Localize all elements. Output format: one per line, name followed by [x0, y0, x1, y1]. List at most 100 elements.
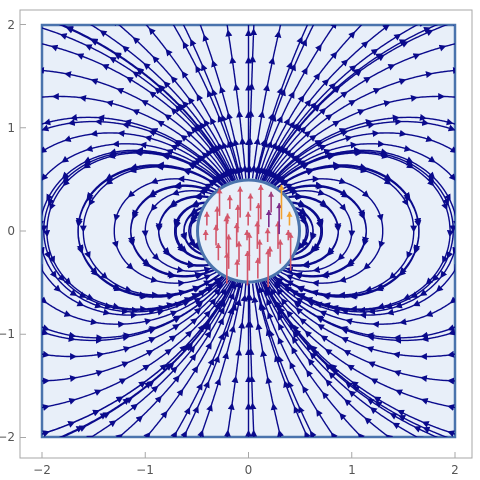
- stream-arrow: [122, 45, 130, 53]
- stream-arrow: [170, 144, 179, 152]
- stream-arrow: [222, 170, 230, 179]
- stream-arrow: [422, 426, 431, 434]
- stream-arrow: [401, 198, 409, 207]
- streamline: [251, 283, 282, 437]
- stream-arrow: [324, 363, 333, 371]
- stream-arrow: [287, 380, 294, 389]
- stream-arrow: [138, 381, 146, 388]
- stream-arrow: [312, 104, 321, 112]
- stream-arrow: [179, 345, 187, 353]
- inner-vector-head: [225, 234, 232, 240]
- stream-arrow: [412, 299, 421, 307]
- inner-vector-head: [286, 211, 293, 217]
- inner-vector-head: [276, 203, 283, 209]
- stream-arrow: [165, 48, 173, 57]
- stream-arrow: [116, 88, 125, 95]
- stream-arrow: [187, 163, 196, 170]
- stream-arrow: [266, 298, 273, 306]
- stream-arrow: [203, 183, 212, 191]
- stream-arrow: [218, 299, 226, 308]
- stream-arrow: [100, 271, 108, 280]
- stream-arrow: [191, 293, 200, 300]
- stream-arrow: [196, 93, 204, 102]
- stream-arrow: [216, 281, 224, 289]
- stream-arrow: [294, 157, 303, 165]
- stream-arrow: [298, 160, 306, 167]
- stream-arrow: [328, 82, 336, 91]
- stream-arrow: [338, 128, 347, 135]
- stream-arrow: [152, 55, 160, 64]
- stream-arrow: [190, 201, 199, 208]
- inner-vector-head: [203, 211, 210, 217]
- stream-arrow: [285, 183, 294, 191]
- stream-arrow: [277, 308, 285, 317]
- stream-arrow: [373, 396, 382, 404]
- stream-arrow: [318, 144, 327, 152]
- stream-arrow: [261, 168, 268, 176]
- stream-arrow: [143, 62, 151, 70]
- stream-arrow: [310, 345, 318, 353]
- stream-arrow: [267, 311, 274, 320]
- stream-arrow: [291, 154, 299, 163]
- axis-ticks: [20, 24, 456, 458]
- stream-arrow: [224, 168, 232, 177]
- stream-arrow: [366, 398, 375, 406]
- stream-arrow: [220, 171, 228, 180]
- stream-arrow: [90, 266, 98, 275]
- stream-arrow: [269, 171, 277, 180]
- stream-arrow: [205, 341, 212, 350]
- stream-arrow: [183, 407, 191, 415]
- stream-arrow: [213, 302, 221, 310]
- stream-arrow: [265, 168, 273, 177]
- stream-arrow: [281, 180, 289, 187]
- stream-arrow: [449, 146, 455, 154]
- stream-arrow: [221, 141, 229, 150]
- stream-arrow: [435, 284, 444, 292]
- stream-arrow: [410, 291, 419, 298]
- stream-arrow: [339, 189, 348, 197]
- streamline: [113, 178, 217, 284]
- stream-arrow: [427, 155, 436, 163]
- stream-arrow: [172, 375, 180, 383]
- stream-arrow: [125, 76, 134, 84]
- stream-arrow: [83, 159, 92, 166]
- stream-arrow: [297, 95, 305, 103]
- stream-arrow: [164, 348, 173, 356]
- stream-arrow: [203, 119, 211, 128]
- stream-arrow: [125, 397, 134, 404]
- stream-arrow: [292, 330, 300, 339]
- streamline: [226, 25, 247, 179]
- stream-arrow: [441, 202, 448, 211]
- stream-arrow: [149, 189, 158, 197]
- plot-frame: [19, 9, 473, 459]
- stream-arrow: [53, 284, 62, 292]
- stream-arrow: [146, 380, 155, 388]
- stream-arrow: [195, 123, 204, 131]
- stream-arrow: [62, 175, 70, 183]
- stream-arrow: [426, 178, 435, 187]
- inner-vector-head: [236, 241, 243, 247]
- stream-arrow: [298, 126, 307, 134]
- stream-arrow: [92, 409, 100, 417]
- stream-arrow: [392, 422, 401, 430]
- stream-arrow: [301, 163, 310, 170]
- stream-arrow: [196, 155, 205, 163]
- stream-arrow: [262, 168, 270, 177]
- stream-arrow: [347, 258, 355, 266]
- stream-arrow: [208, 180, 216, 187]
- stream-arrow: [358, 209, 365, 218]
- stream-arrow: [145, 349, 154, 357]
- stream-arrow: [385, 434, 394, 437]
- streamline: [255, 283, 309, 437]
- stream-arrow: [226, 168, 234, 176]
- stream-arrow: [432, 273, 440, 282]
- stream-arrow: [90, 38, 99, 45]
- stream-arrow: [309, 102, 317, 110]
- stream-arrow: [150, 385, 159, 393]
- stream-arrow: [298, 405, 305, 414]
- inner-vector-head: [246, 232, 253, 238]
- stream-arrow: [179, 245, 188, 253]
- stream-arrow: [348, 65, 357, 73]
- stream-arrow: [203, 310, 211, 318]
- stream-arrow: [229, 166, 237, 175]
